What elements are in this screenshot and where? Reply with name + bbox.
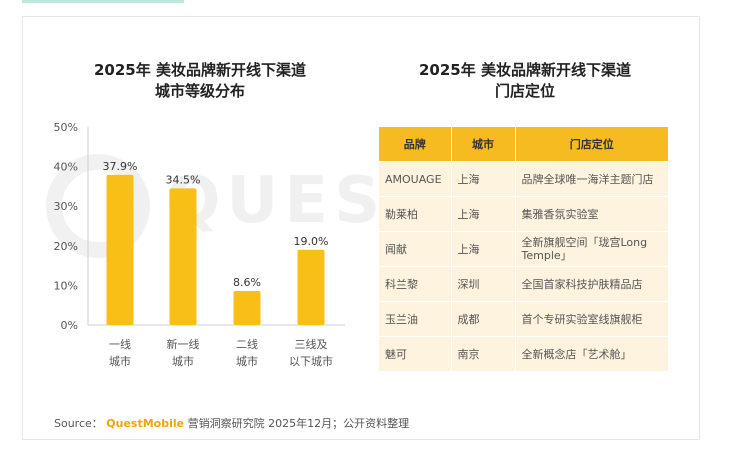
cell-brand: 玉兰油 [379, 301, 452, 337]
source-brand: QuestMobile [106, 417, 185, 430]
header-positioning: 门店定位 [515, 127, 668, 162]
table-row: 玉兰油 成都 首个专研实验室线旗舰柜 [379, 301, 668, 337]
y-tick-label: 30% [54, 200, 78, 213]
cell-city: 上海 [451, 161, 516, 197]
x-tick-label: 二线 [236, 337, 258, 351]
bar [297, 249, 325, 325]
x-tick-label: 城市 [236, 354, 258, 368]
cell-city: 上海 [451, 231, 516, 267]
top-accent-bar [22, 0, 184, 3]
cell-brand: 魅可 [379, 336, 452, 371]
bar-value-label: 19.0% [294, 235, 329, 248]
y-tick-label: 20% [54, 240, 78, 253]
table-header-row: 品牌 城市 门店定位 [379, 127, 668, 162]
cell-brand: AMOUAGE [379, 161, 452, 197]
source-note: Source： QuestMobile 营销洞察研究院 2025年12月；公开资… [54, 415, 409, 431]
y-tick-label: 0% [61, 319, 78, 332]
cell-positioning: 全新概念店「艺术舱」 [515, 336, 668, 371]
x-tick-label: 城市 [109, 354, 131, 368]
x-tick-label: 以下城市 [289, 354, 333, 368]
cell-positioning: 品牌全球唯一海洋主题门店 [515, 161, 668, 197]
x-tick-label: 城市 [172, 354, 194, 368]
bar [233, 290, 261, 325]
chart-title-line-2: 城市等级分布 [154, 82, 245, 100]
bar [106, 174, 134, 325]
bar-value-label: 34.5% [166, 173, 201, 186]
table-title: 2025年 美妆品牌新开线下渠道 门店定位 [380, 60, 670, 102]
table-row: 闻献 上海 全新旗舰空间「珑宫Long Temple」 [379, 231, 668, 267]
bar-value-label: 37.9% [103, 160, 138, 173]
table-row: 勒莱柏 上海 集雅香氛实验室 [379, 196, 668, 232]
table-title-line-1: 2025年 美妆品牌新开线下渠道 [419, 61, 631, 79]
table-title-line-2: 门店定位 [494, 82, 555, 100]
cell-city: 成都 [451, 301, 516, 337]
source-text: 营销洞察研究院 2025年12月；公开资料整理 [187, 417, 410, 430]
x-tick-label: 三线及 [295, 337, 328, 351]
cell-positioning: 首个专研实验室线旗舰柜 [515, 301, 668, 337]
source-label: Source： [54, 417, 103, 430]
y-tick-label: 40% [54, 161, 78, 174]
cell-brand: 勒莱柏 [379, 196, 452, 232]
bar [169, 188, 197, 325]
cell-positioning: 集雅香氛实验室 [515, 196, 668, 232]
x-tick-label: 一线 [109, 337, 131, 351]
table-row: 魅可 南京 全新概念店「艺术舱」 [379, 336, 668, 371]
x-tick-label: 新一线 [167, 337, 200, 351]
table-row: 科兰黎 深圳 全国首家科技护肤精品店 [379, 266, 668, 302]
chart-title: 2025年 美妆品牌新开线下渠道 城市等级分布 [70, 60, 330, 102]
cell-brand: 闻献 [379, 231, 452, 267]
store-table: 品牌 城市 门店定位 AMOUAGE 上海 品牌全球唯一海洋主题门店 勒莱柏 上… [379, 127, 668, 371]
header-brand: 品牌 [379, 127, 452, 162]
cell-positioning: 全国首家科技护肤精品店 [515, 266, 668, 302]
header-city: 城市 [451, 127, 516, 162]
table-row: AMOUAGE 上海 品牌全球唯一海洋主题门店 [379, 161, 668, 197]
cell-brand: 科兰黎 [379, 266, 452, 302]
cell-city: 南京 [451, 336, 516, 371]
chart-title-line-1: 2025年 美妆品牌新开线下渠道 [94, 61, 306, 79]
cell-city: 上海 [451, 196, 516, 232]
y-tick-label: 10% [54, 279, 78, 292]
bar-value-label: 8.6% [233, 276, 261, 289]
cell-positioning: 全新旗舰空间「珑宫Long Temple」 [515, 231, 668, 267]
cell-city: 深圳 [451, 266, 516, 302]
y-tick-label: 50% [54, 121, 78, 134]
